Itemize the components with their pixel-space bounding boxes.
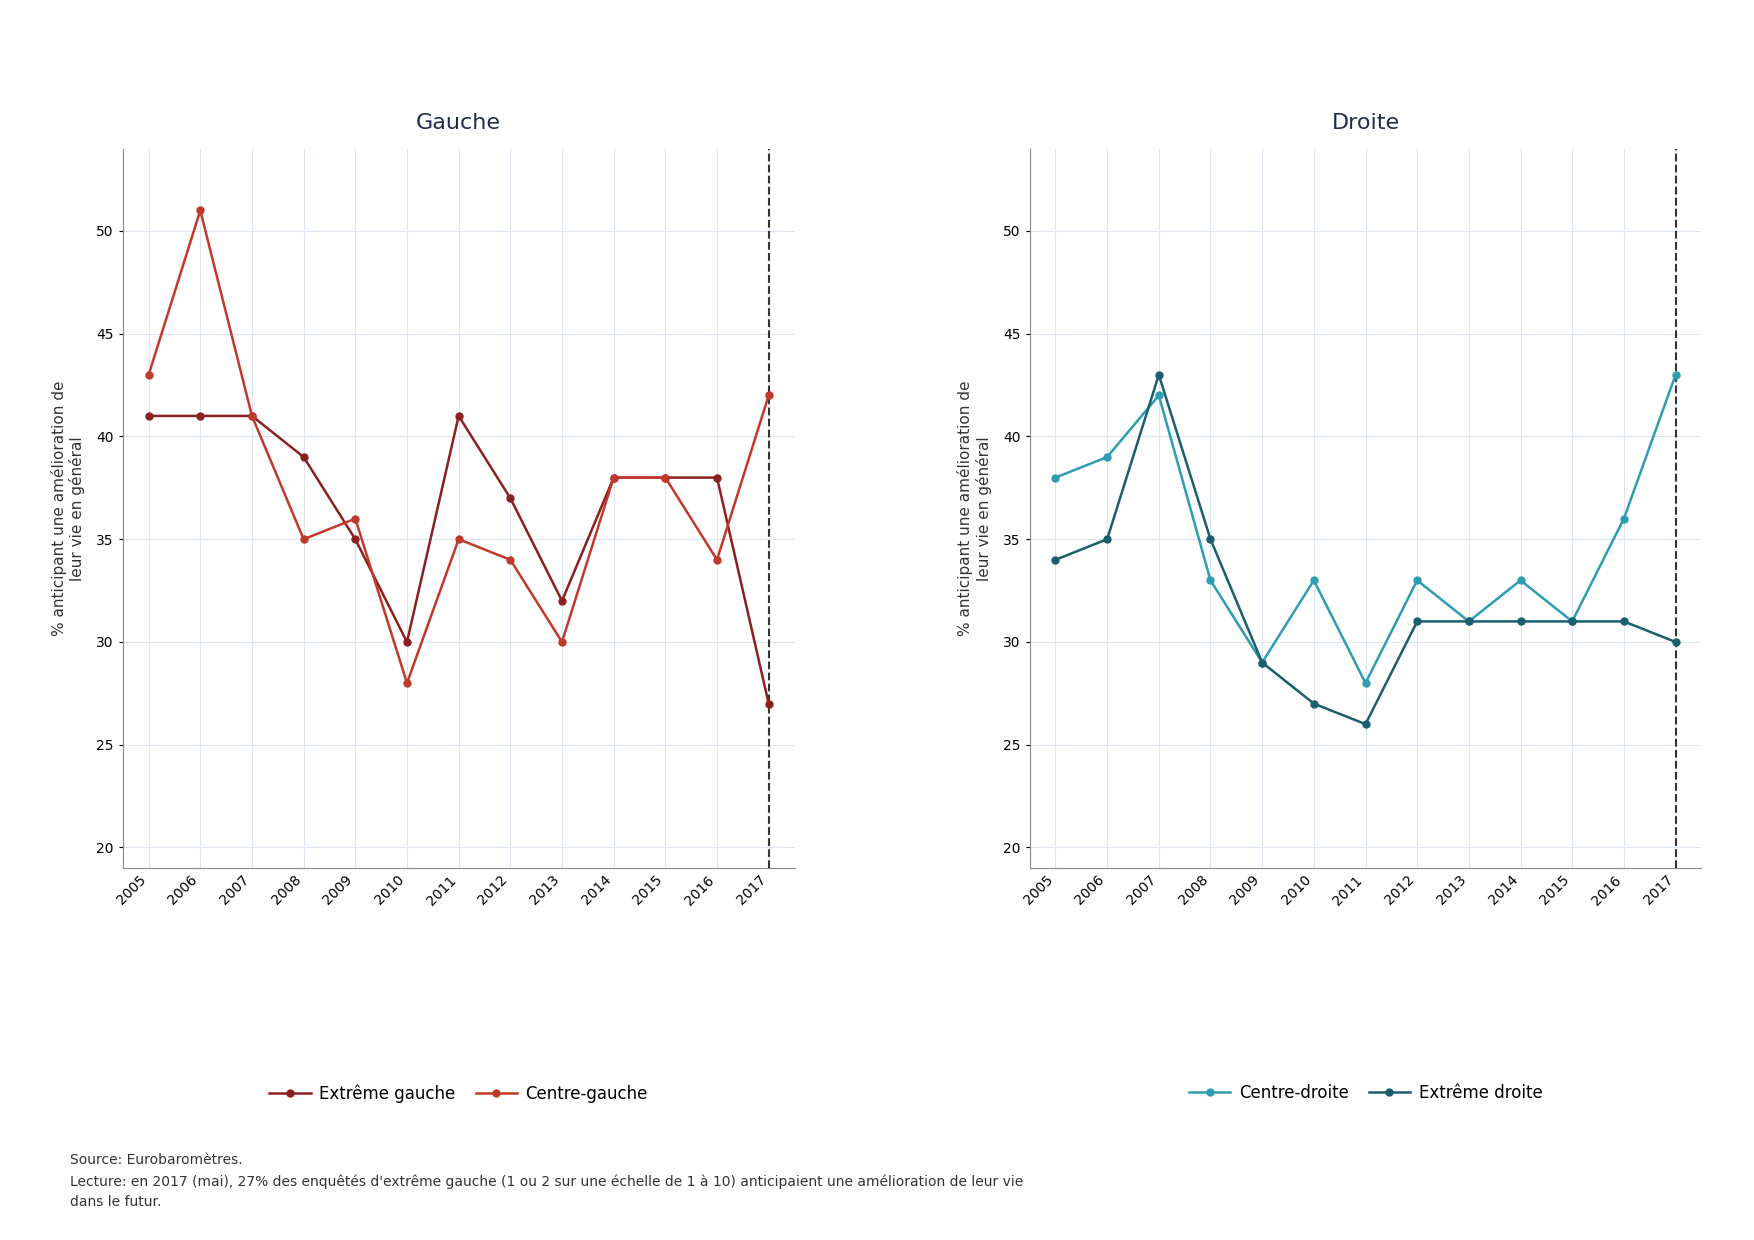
- Y-axis label: % anticipant une amélioration de
leur vie en général: % anticipant une amélioration de leur vi…: [51, 381, 86, 636]
- Y-axis label: % anticipant une amélioration de
leur vie en général: % anticipant une amélioration de leur vi…: [958, 381, 993, 636]
- Legend: Centre-droite, Extrême droite: Centre-droite, Extrême droite: [1182, 1078, 1549, 1109]
- Title: Gauche: Gauche: [416, 113, 502, 134]
- Legend: Extrême gauche, Centre-gauche: Extrême gauche, Centre-gauche: [263, 1078, 654, 1110]
- Text: Source: Eurobaromètres.
Lecture: en 2017 (mai), 27% des enquêtés d'extrême gauch: Source: Eurobaromètres. Lecture: en 2017…: [70, 1153, 1023, 1209]
- Title: Droite: Droite: [1331, 113, 1400, 134]
